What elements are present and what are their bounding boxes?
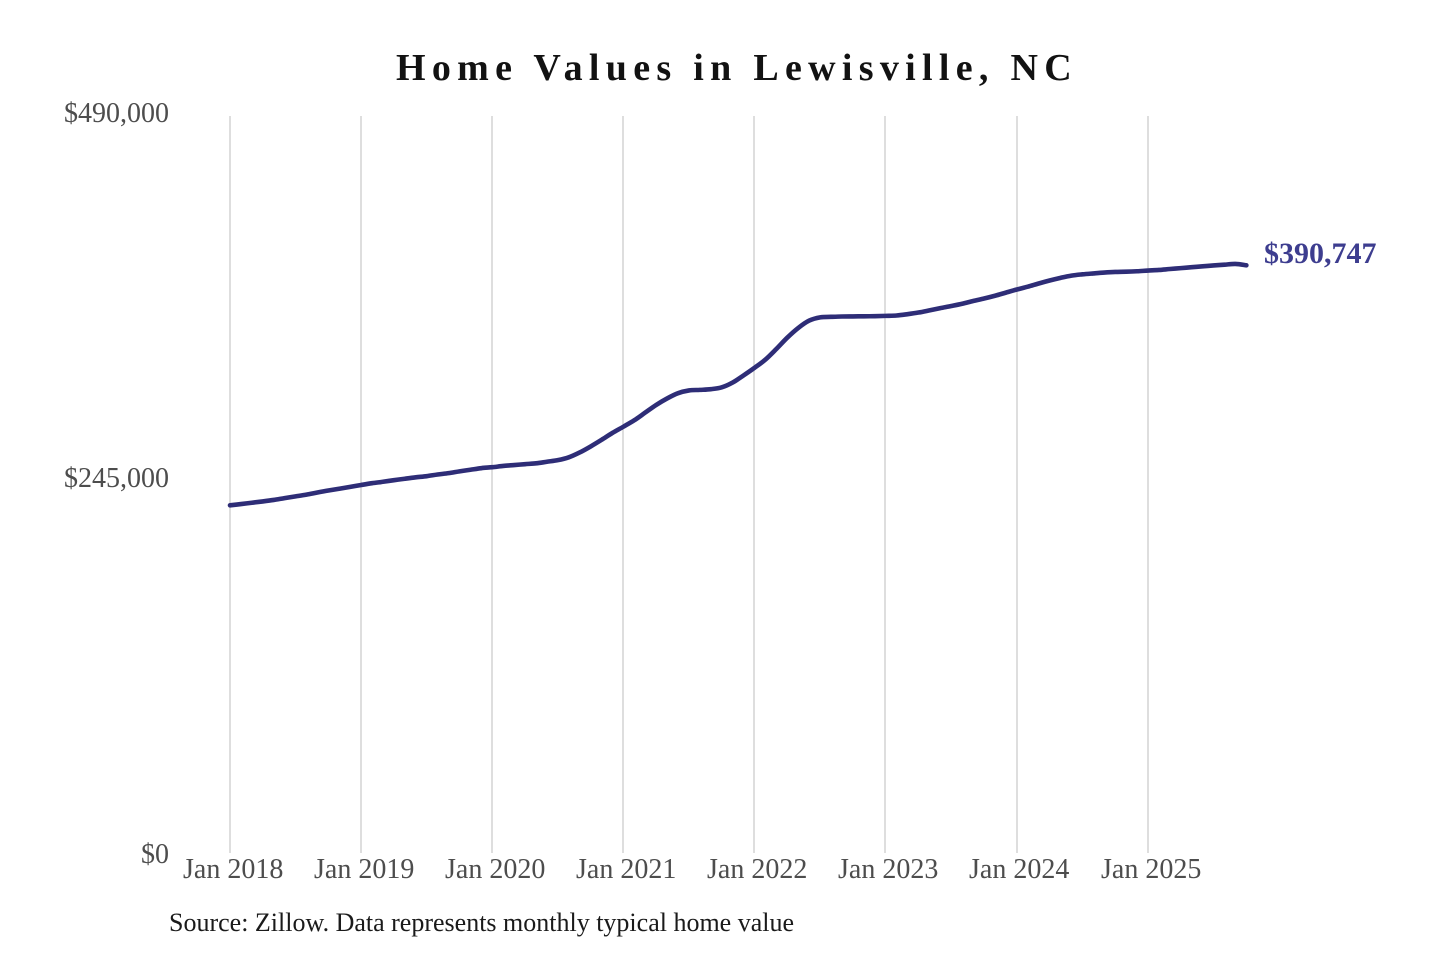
svg-text:Jan 2018: Jan 2018 (183, 854, 283, 885)
svg-text:Jan 2024: Jan 2024 (969, 854, 1069, 885)
svg-text:Jan 2021: Jan 2021 (576, 854, 676, 885)
svg-text:Jan 2022: Jan 2022 (707, 854, 807, 885)
svg-text:Jan 2025: Jan 2025 (1101, 854, 1201, 885)
svg-text:$390,747: $390,747 (1264, 237, 1377, 270)
svg-text:Jan 2019: Jan 2019 (314, 854, 414, 885)
svg-text:$490,000: $490,000 (64, 98, 169, 129)
svg-text:$245,000: $245,000 (64, 463, 169, 494)
svg-text:$0: $0 (141, 839, 169, 870)
svg-text:Jan 2023: Jan 2023 (838, 854, 938, 885)
svg-text:Jan 2020: Jan 2020 (445, 854, 545, 885)
